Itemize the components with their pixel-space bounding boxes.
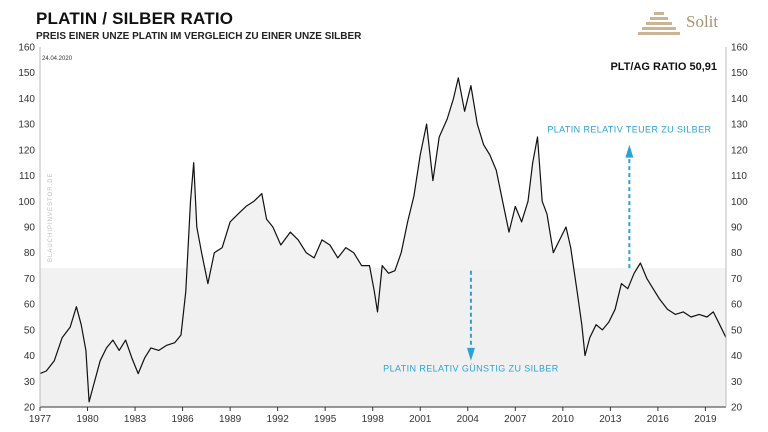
y-tick-label-right: 60 xyxy=(731,300,743,311)
y-tick-label-left: 50 xyxy=(24,325,36,336)
y-tick-label-left: 40 xyxy=(24,351,36,362)
y-tick-label-right: 70 xyxy=(731,274,743,285)
chart-title: PLATIN / SILBER RATIO xyxy=(36,9,234,28)
x-tick-label: 2013 xyxy=(599,414,622,425)
annotation-cheap: PLATIN RELATIV GÜNSTIG ZU SILBER xyxy=(383,363,559,373)
y-tick-label-right: 20 xyxy=(731,403,743,414)
x-tick-label: 2004 xyxy=(457,414,480,425)
y-tick-label-left: 80 xyxy=(24,248,36,259)
y-tick-label-left: 70 xyxy=(24,274,36,285)
y-tick-label-right: 150 xyxy=(731,68,748,79)
annotation-expensive: PLATIN RELATIV TEUER ZU SILBER xyxy=(547,124,711,134)
y-tick-label-left: 120 xyxy=(18,145,35,156)
x-tick-label: 1995 xyxy=(314,414,337,425)
x-tick-label: 2007 xyxy=(504,414,527,425)
y-tick-label-right: 100 xyxy=(731,197,748,208)
y-tick-label-right: 160 xyxy=(731,43,748,54)
y-tick-label-left: 20 xyxy=(24,403,36,414)
x-tick-label: 1989 xyxy=(219,414,242,425)
x-tick-label: 1986 xyxy=(171,414,194,425)
y-tick-label-right: 80 xyxy=(731,248,743,259)
x-tick-label: 2010 xyxy=(552,414,575,425)
x-tick-label: 2019 xyxy=(694,414,717,425)
y-tick-label-left: 90 xyxy=(24,223,36,234)
ratio-label: PLT/AG RATIO 50,91 xyxy=(610,61,717,73)
watermark-text: BLAUCHIPINVESTOR.DE xyxy=(48,172,54,262)
x-tick-label: 2016 xyxy=(647,414,670,425)
y-tick-label-left: 30 xyxy=(24,377,36,388)
y-tick-label-left: 100 xyxy=(18,197,35,208)
y-tick-label-left: 60 xyxy=(24,300,36,311)
y-tick-label-left: 140 xyxy=(18,94,35,105)
y-tick-label-right: 40 xyxy=(731,351,743,362)
date-stamp: 24.04.2020 xyxy=(42,56,73,62)
x-tick-label: 1992 xyxy=(267,414,290,425)
pyramid-logo-icon xyxy=(638,12,680,35)
y-tick-label-left: 150 xyxy=(18,68,35,79)
series-line xyxy=(39,77,727,403)
y-tick-label-right: 50 xyxy=(731,325,743,336)
arrow-up-icon xyxy=(625,144,634,158)
arrow-down-icon xyxy=(466,347,475,361)
chart-subtitle: PREIS EINER UNZE PLATIN IM VERGLEICH ZU … xyxy=(36,31,362,42)
y-tick-label-left: 130 xyxy=(18,120,35,131)
y-tick-label-right: 120 xyxy=(731,145,748,156)
x-tick-label: 1977 xyxy=(29,414,52,425)
y-tick-label-right: 130 xyxy=(731,120,748,131)
x-tick-label: 2001 xyxy=(409,414,432,425)
y-tick-label-left: 110 xyxy=(19,171,35,182)
x-tick-label: 1983 xyxy=(124,414,147,425)
x-tick-label: 1998 xyxy=(362,414,385,425)
y-tick-label-right: 140 xyxy=(731,94,748,105)
y-tick-label-right: 30 xyxy=(731,377,743,388)
x-tick-label: 1980 xyxy=(76,414,99,425)
y-tick-label-right: 110 xyxy=(731,171,747,182)
brand-name: Solit xyxy=(686,12,719,31)
y-tick-label-left: 160 xyxy=(18,43,35,54)
y-tick-label-right: 90 xyxy=(731,223,743,234)
